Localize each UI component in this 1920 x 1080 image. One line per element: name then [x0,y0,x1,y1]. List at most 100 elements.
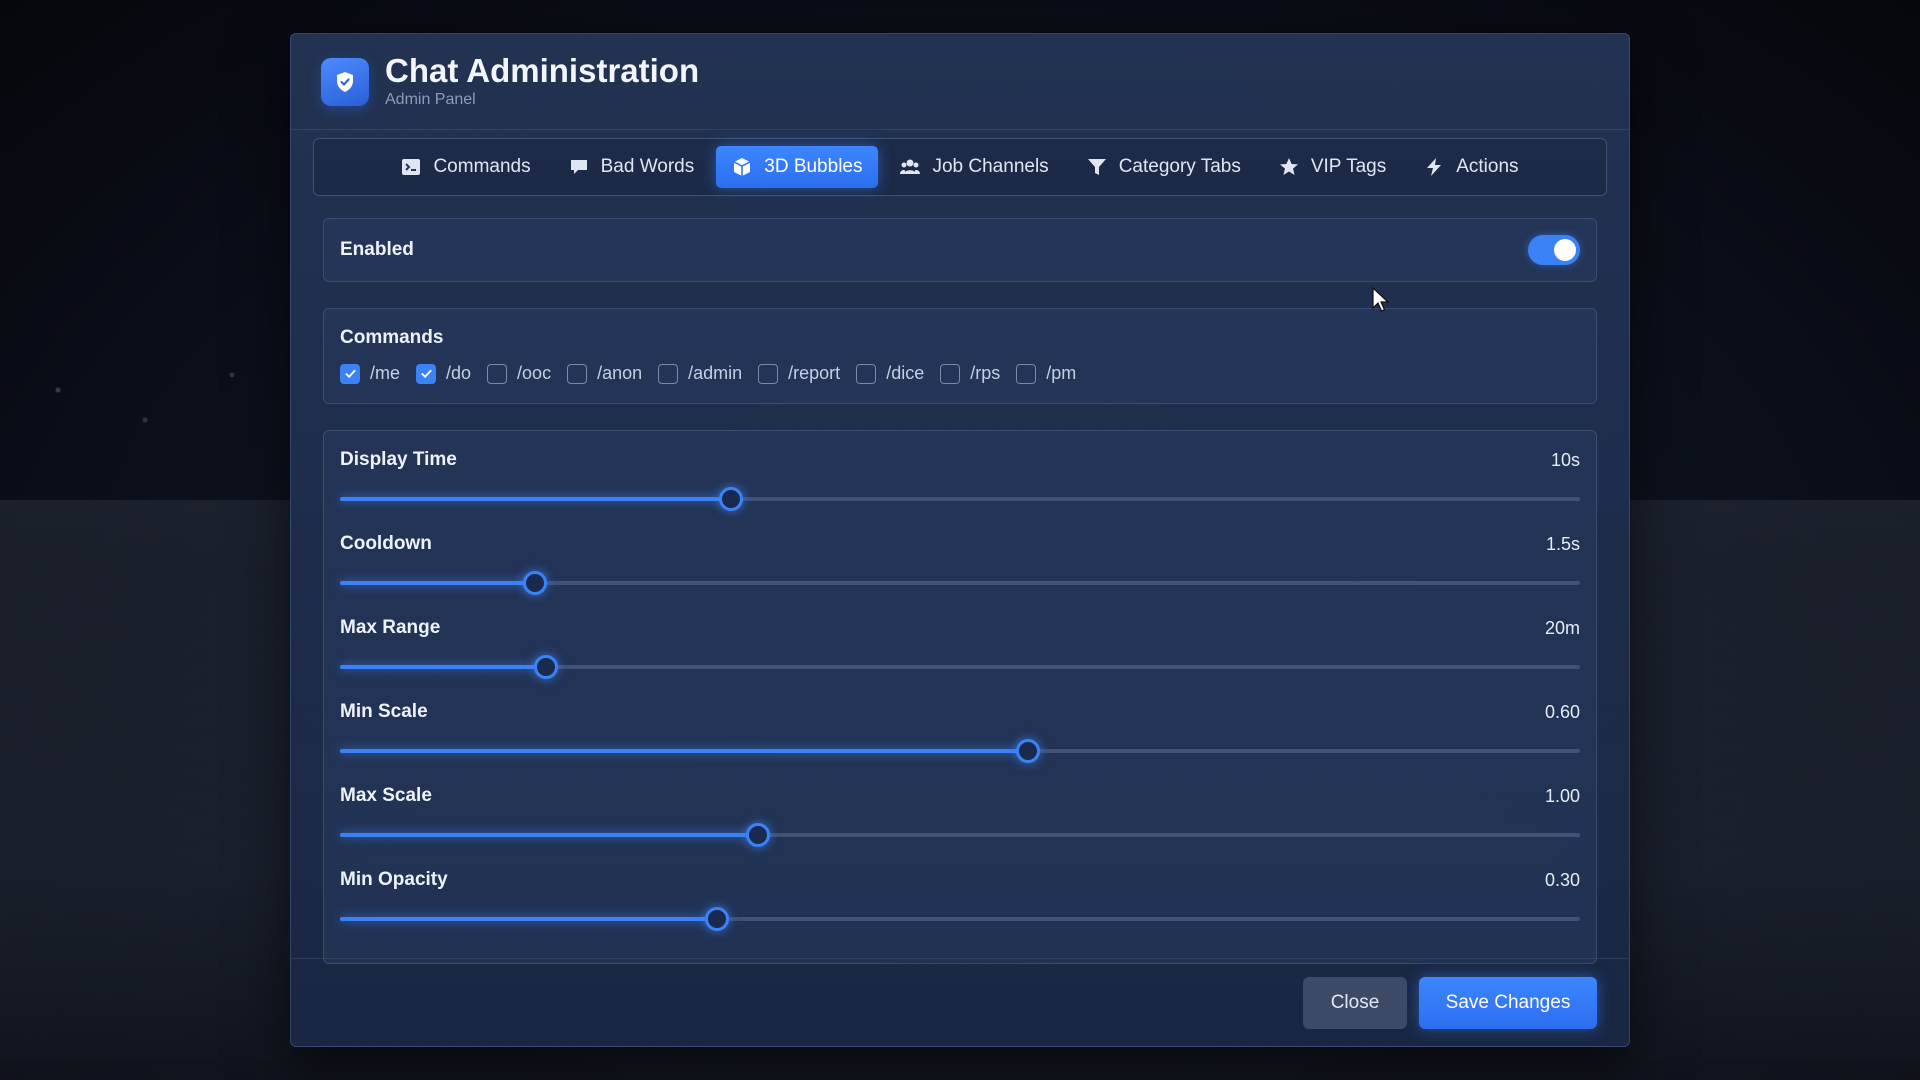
slider-cooldown: Cooldown 1.5s [340,533,1580,617]
command-do[interactable]: /do [416,363,471,384]
command-pm[interactable]: /pm [1016,363,1076,384]
slider-min-opacity: Min Opacity 0.30 [340,869,1580,953]
command-checkbox[interactable] [658,363,679,384]
slider-value: 0.60 [1544,701,1580,722]
check-icon [344,369,356,379]
tab-bad-words[interactable]: Bad Words [553,146,711,188]
sliders-card: Display Time 10s Cooldown 1.5s Max Range… [323,430,1597,964]
close-button[interactable]: Close [1303,976,1407,1029]
command-me[interactable]: /me [340,363,400,384]
bolt-icon [1427,158,1442,176]
shield-icon [321,57,369,106]
tab-vip-tags[interactable]: VIP Tags [1263,146,1402,188]
slider-value: 1.5s [1545,533,1580,554]
command-checkbox[interactable] [1016,363,1037,384]
slider-track[interactable] [340,655,1580,679]
command-label: /anon [597,363,643,383]
command-anon[interactable]: /anon [567,363,642,384]
slider-track[interactable] [340,823,1580,847]
page-subtitle: Admin Panel [385,90,476,108]
command-label: /pm [1046,363,1077,383]
slider-label: Cooldown [340,533,432,554]
slider-value: 0.30 [1544,869,1580,890]
slider-track[interactable] [340,571,1580,595]
slider-fill [340,833,758,837]
filter-icon [1087,159,1106,175]
slider-display-time: Display Time 10s [340,449,1580,533]
slider-fill [340,749,1029,753]
tab-label: Bad Words [600,156,695,177]
commands-title: Commands [340,327,444,348]
tab-category-tabs[interactable]: Category Tabs [1071,146,1257,188]
slider-fill [340,665,546,669]
background-railing-right [1630,500,1920,1060]
commands-list: /me /do /ooc /anon /admin /report [340,363,1580,384]
slider-label: Max Range [340,617,441,638]
command-checkbox[interactable] [758,363,779,384]
slider-thumb[interactable] [745,823,770,847]
commands-card: Commands /me /do /ooc /anon /admin [323,308,1597,404]
command-checkbox[interactable] [567,363,588,384]
command-rps[interactable]: /rps [940,363,1000,384]
tab-label: Actions [1456,156,1519,177]
slider-track[interactable] [340,739,1580,763]
tab-label: VIP Tags [1310,156,1387,177]
slider-label: Min Opacity [340,869,448,890]
command-dice[interactable]: /dice [856,363,924,384]
users-icon [900,159,921,174]
background-railing-left [0,500,290,1060]
command-label: /dice [886,363,925,383]
slider-fill [340,581,535,585]
slider-label: Display Time [340,449,457,470]
window-footer: Close Save Changes [291,958,1629,1046]
tab-3d-bubbles[interactable]: 3D Bubbles [716,146,879,188]
slider-track[interactable] [340,487,1580,511]
tab-label: Category Tabs [1118,156,1241,177]
tab-actions[interactable]: Actions [1408,146,1534,188]
slider-thumb[interactable] [704,907,729,931]
command-checkbox[interactable] [487,363,508,384]
terminal-icon [402,159,421,175]
enabled-card: Enabled [323,218,1597,282]
tab-label: 3D Bubbles [764,156,863,177]
command-admin[interactable]: /admin [658,363,742,384]
command-checkbox[interactable] [416,363,437,384]
star-icon [1279,158,1298,175]
command-checkbox[interactable] [940,363,961,384]
slider-max-scale: Max Scale 1.00 [340,785,1580,869]
mouse-cursor-icon [1372,287,1390,312]
command-checkbox[interactable] [340,363,360,384]
slider-thumb[interactable] [1016,739,1041,763]
slider-track[interactable] [340,907,1580,931]
slider-thumb[interactable] [718,487,743,511]
background-city-lights [0,330,290,480]
slider-thumb[interactable] [533,655,558,679]
save-changes-button[interactable]: Save Changes [1419,976,1597,1029]
slider-max-range: Max Range 20m [340,617,1580,701]
command-checkbox[interactable] [856,363,877,384]
command-report[interactable]: /report [758,363,840,384]
enabled-label: Enabled [340,239,414,260]
command-label: /rps [970,363,1001,383]
comment-icon [570,160,587,174]
slider-fill [340,917,717,921]
tab-label: Commands [433,156,531,177]
command-label: /ooc [517,363,552,383]
enabled-toggle[interactable] [1528,235,1580,265]
slider-thumb[interactable] [522,571,547,595]
command-ooc[interactable]: /ooc [487,363,551,384]
slider-fill [340,497,731,501]
window-header: Chat Administration Admin Panel [291,34,1629,130]
command-label: /do [446,363,472,383]
tab-label: Job Channels [932,156,1049,177]
tab-commands[interactable]: Commands [385,146,546,188]
toggle-knob [1554,239,1576,261]
check-icon [420,369,432,379]
page-title: Chat Administration [385,52,700,90]
slider-value: 1.00 [1544,785,1580,806]
cube-icon [733,158,751,176]
tab-job-channels[interactable]: Job Channels [884,146,1064,188]
command-label: /report [788,363,841,383]
slider-label: Max Scale [340,785,432,806]
slider-min-scale: Min Scale 0.60 [340,701,1580,785]
